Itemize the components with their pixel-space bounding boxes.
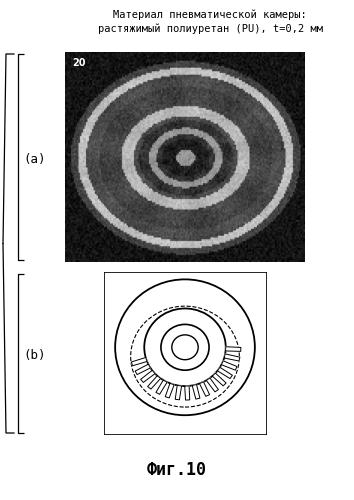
Polygon shape [224,354,240,361]
Text: Фиг.10: Фиг.10 [147,461,207,479]
Text: Материал пневматической камеры:: Материал пневматической камеры: [113,10,307,20]
Text: (b): (b) [24,348,46,362]
Text: 20: 20 [72,58,86,68]
Polygon shape [156,380,167,394]
Text: (a): (a) [24,154,46,166]
Polygon shape [148,376,161,389]
Polygon shape [206,378,218,392]
Polygon shape [225,346,241,352]
Polygon shape [131,358,147,366]
Polygon shape [141,370,155,382]
Polygon shape [165,384,174,398]
Polygon shape [185,386,190,400]
Polygon shape [175,386,182,400]
Polygon shape [200,382,210,396]
Polygon shape [221,361,237,370]
Polygon shape [212,373,226,386]
Text: растяжимый полиуретан (PU), t=0,2 мм: растяжимый полиуретан (PU), t=0,2 мм [97,24,322,34]
Polygon shape [217,368,232,378]
Polygon shape [192,384,200,399]
Polygon shape [135,364,150,374]
